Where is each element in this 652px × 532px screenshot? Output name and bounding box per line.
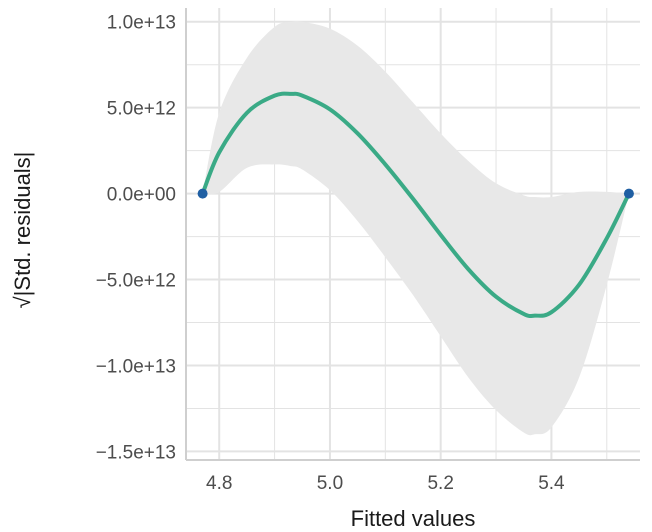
x-tick-label: 5.2: [427, 473, 453, 494]
y-tick-label: −1.0e+13: [96, 356, 176, 377]
y-tick-label: 5.0e+12: [107, 99, 176, 120]
x-tick-label: 4.8: [206, 473, 232, 494]
y-tick-label: 1.0e+13: [107, 13, 176, 34]
data-point: [624, 189, 634, 199]
confidence-band: [203, 21, 629, 435]
data-point: [198, 189, 208, 199]
x-tick-label: 5.4: [538, 473, 565, 494]
y-tick-label: −1.5e+13: [96, 442, 176, 463]
y-axis-title: √|Std. residuals|: [10, 152, 35, 309]
x-tick-label: 5.0: [317, 473, 343, 494]
y-tick-label: 0.0e+00: [107, 185, 176, 206]
x-axis-title: Fitted values: [351, 506, 476, 531]
y-tick-label: −5.0e+12: [96, 271, 176, 292]
